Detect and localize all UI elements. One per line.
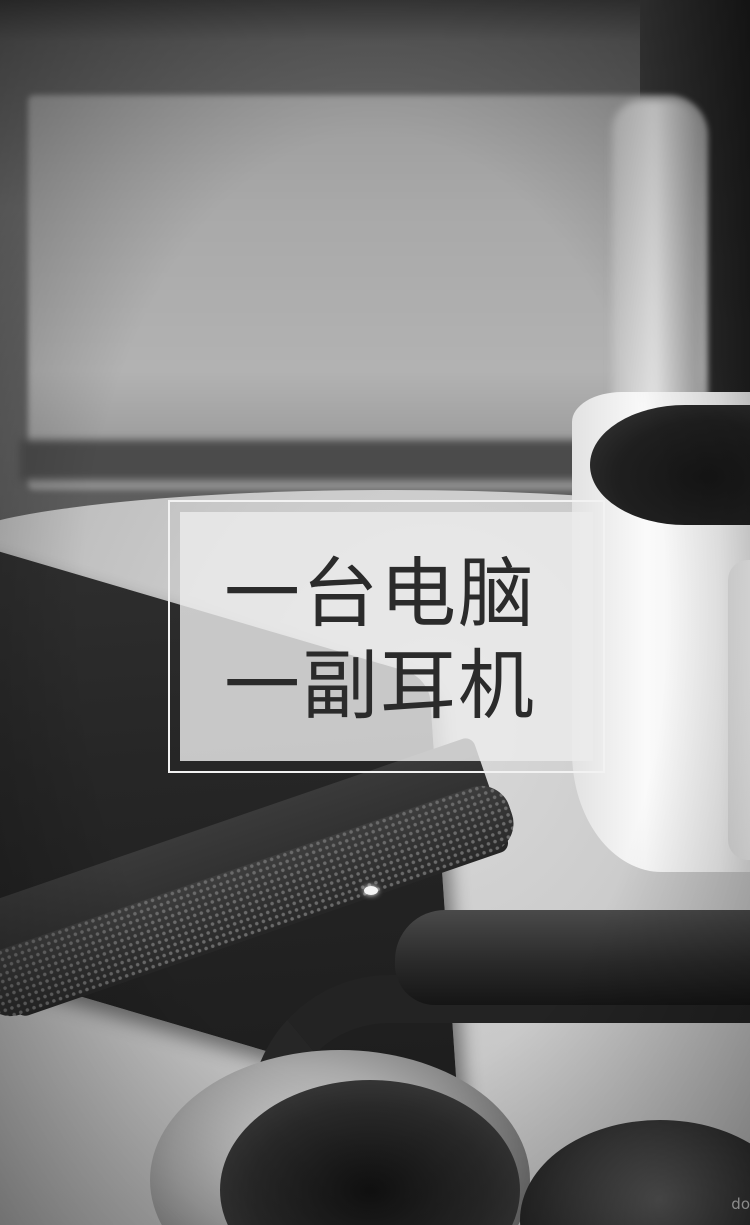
watermark-text: do	[731, 1195, 750, 1213]
cup-handle	[728, 560, 750, 860]
title-line-2: 一副耳机	[224, 641, 536, 730]
title-text: 一台电脑 一副耳机	[224, 548, 584, 732]
chair-highlight	[612, 100, 698, 440]
tablet-led-light	[364, 886, 378, 895]
title-frame	[168, 500, 605, 773]
title-panel	[180, 512, 593, 761]
coffee-surface	[590, 405, 750, 525]
title-line-1: 一台电脑	[224, 549, 536, 638]
headphone-band	[395, 910, 750, 1005]
